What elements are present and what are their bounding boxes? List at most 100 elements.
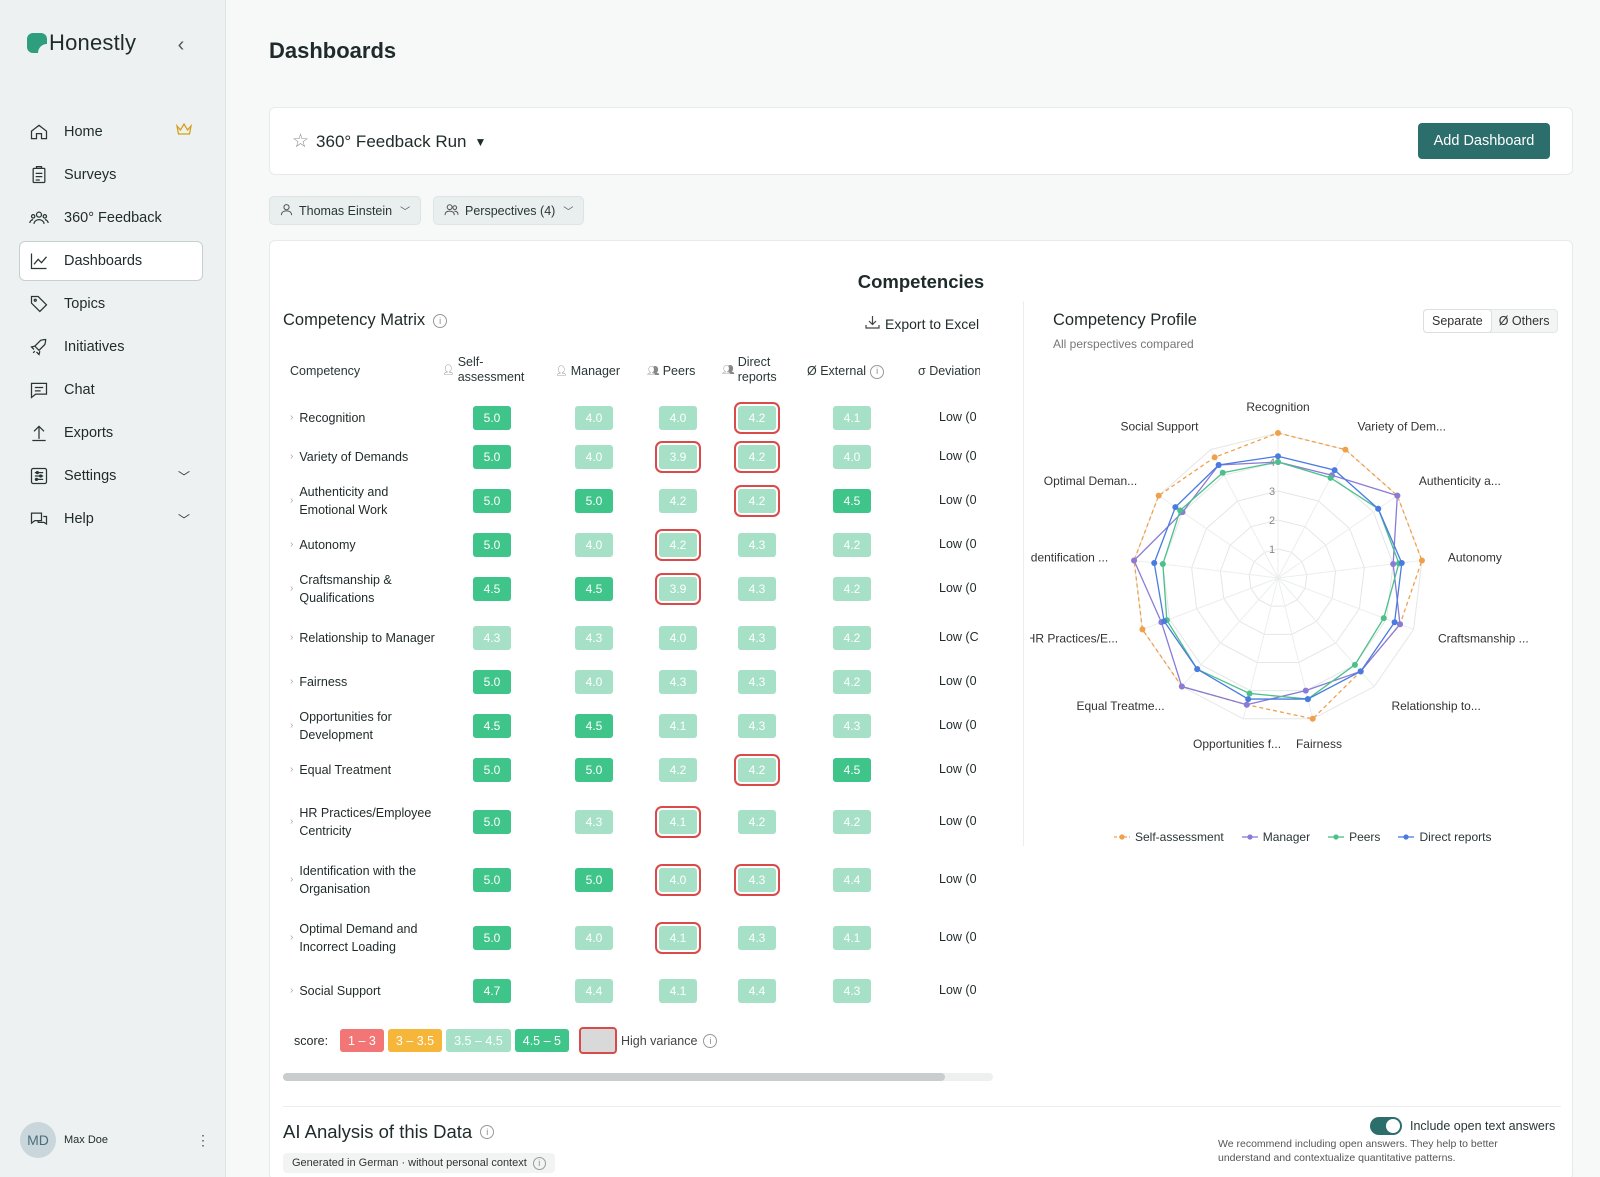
score-cell-direct[interactable]: 4.3 [738, 577, 776, 601]
score-cell-external[interactable]: 4.3 [833, 979, 871, 1003]
score-cell-self[interactable]: 5.0 [473, 926, 511, 950]
score-cell-self[interactable]: 5.0 [473, 533, 511, 557]
competency-row-label[interactable]: › Variety of Demands [290, 435, 440, 479]
competency-row-label[interactable]: › Authenticity and Emotional Work [290, 479, 440, 523]
add-dashboard-button[interactable]: Add Dashboard [1418, 123, 1550, 159]
score-cell-direct[interactable]: 4.2 [738, 810, 776, 834]
score-cell-external[interactable]: 4.2 [833, 810, 871, 834]
info-icon[interactable]: i [480, 1125, 495, 1139]
score-cell-external[interactable]: 4.2 [833, 670, 871, 694]
score-cell-self[interactable]: 5.0 [473, 406, 511, 430]
score-cell-peers[interactable]: 4.0 [659, 626, 697, 650]
sidebar-item-360-feedback[interactable]: 360° Feedback [19, 198, 203, 238]
score-cell-manager[interactable]: 4.0 [575, 406, 613, 430]
score-cell-self[interactable]: 4.5 [473, 714, 511, 738]
competency-row-label[interactable]: › Equal Treatment [290, 748, 440, 792]
col-header-self[interactable]: 👤︎ Self- assessment [442, 355, 524, 385]
competency-row-label[interactable]: › Opportunities for Development [290, 704, 440, 748]
score-cell-manager[interactable]: 4.3 [575, 810, 613, 834]
person-filter[interactable]: Thomas Einstein ﹀ [269, 196, 422, 225]
horizontal-scrollbar[interactable] [283, 1073, 993, 1081]
score-cell-direct[interactable]: 4.3 [738, 714, 776, 738]
collapse-sidebar-icon[interactable]: ‹ [177, 33, 185, 56]
competency-row-label[interactable]: › Identification with the Organisation [290, 858, 440, 902]
score-cell-peers[interactable]: 4.3 [659, 670, 697, 694]
score-cell-external[interactable]: 4.5 [833, 758, 871, 782]
score-cell-manager[interactable]: 5.0 [575, 868, 613, 892]
score-cell-direct[interactable]: 4.2 [738, 406, 776, 430]
info-icon[interactable]: i [703, 1033, 718, 1048]
score-cell-manager[interactable]: 4.0 [575, 670, 613, 694]
info-icon[interactable]: i [532, 1156, 546, 1170]
score-cell-peers[interactable]: 4.1 [659, 926, 697, 950]
score-cell-manager[interactable]: 4.3 [575, 626, 613, 650]
col-header-peers[interactable]: 👥︎ Peers [647, 364, 695, 379]
sidebar-item-home[interactable]: Home [19, 112, 203, 152]
score-cell-peers[interactable]: 4.0 [659, 868, 697, 892]
score-cell-external[interactable]: 4.2 [833, 533, 871, 557]
dashboard-dropdown[interactable]: ☆ 360° Feedback Run ▼ [292, 130, 486, 153]
competency-row-label[interactable]: › Autonomy [290, 523, 440, 567]
score-cell-peers[interactable]: 4.1 [659, 810, 697, 834]
score-cell-self[interactable]: 4.3 [473, 626, 511, 650]
score-cell-manager[interactable]: 5.0 [575, 489, 613, 513]
score-cell-peers[interactable]: 4.2 [659, 489, 697, 513]
toggle-others[interactable]: Ø Others [1498, 314, 1550, 328]
competency-row-label[interactable]: › Fairness [290, 660, 440, 704]
perspectives-filter[interactable]: Perspectives (4) ﹀ [433, 196, 585, 225]
competency-row-label[interactable]: › HR Practices/Employee Centricity [290, 800, 440, 844]
score-cell-manager[interactable]: 4.5 [575, 714, 613, 738]
score-cell-direct[interactable]: 4.2 [738, 758, 776, 782]
legend-item[interactable]: Self-assessment [1114, 830, 1224, 844]
score-cell-peers[interactable]: 3.9 [659, 577, 697, 601]
score-cell-self[interactable]: 5.0 [473, 868, 511, 892]
score-cell-external[interactable]: 4.1 [833, 926, 871, 950]
score-cell-self[interactable]: 5.0 [473, 758, 511, 782]
score-cell-direct[interactable]: 4.3 [738, 626, 776, 650]
more-menu-icon[interactable]: ⋮ [196, 1132, 210, 1148]
competency-row-label[interactable]: › Optimal Demand and Incorrect Loading [290, 916, 440, 960]
score-cell-external[interactable]: 4.3 [833, 714, 871, 738]
competency-row-label[interactable]: › Craftsmanship & Qualifications [290, 567, 440, 611]
legend-item[interactable]: Peers [1328, 830, 1380, 844]
sidebar-item-surveys[interactable]: Surveys [19, 155, 203, 195]
info-icon[interactable]: i [870, 364, 885, 379]
score-cell-direct[interactable]: 4.3 [738, 868, 776, 892]
app-logo[interactable]: Honestly [27, 30, 136, 56]
score-cell-self[interactable]: 4.7 [473, 979, 511, 1003]
info-icon[interactable]: i [433, 313, 448, 328]
sidebar-item-exports[interactable]: Exports [19, 413, 203, 453]
score-cell-direct[interactable]: 4.4 [738, 979, 776, 1003]
score-cell-manager[interactable]: 4.4 [575, 979, 613, 1003]
sidebar-item-topics[interactable]: Topics [19, 284, 203, 324]
sidebar-item-chat[interactable]: Chat [19, 370, 203, 410]
score-cell-direct[interactable]: 4.3 [738, 670, 776, 694]
star-icon[interactable]: ☆ [292, 131, 310, 152]
toggle-separate[interactable]: Separate [1424, 310, 1491, 332]
score-cell-external[interactable]: 4.4 [833, 868, 871, 892]
score-cell-self[interactable]: 5.0 [473, 670, 511, 694]
score-cell-external[interactable]: 4.1 [833, 406, 871, 430]
legend-item[interactable]: Direct reports [1398, 830, 1491, 844]
score-cell-direct[interactable]: 4.2 [738, 445, 776, 469]
score-cell-self[interactable]: 5.0 [473, 445, 511, 469]
score-cell-external[interactable]: 4.0 [833, 445, 871, 469]
score-cell-self[interactable]: 5.0 [473, 489, 511, 513]
col-header-direct[interactable]: 👥︎ Direct reports [722, 355, 777, 385]
score-cell-self[interactable]: 4.5 [473, 577, 511, 601]
score-cell-self[interactable]: 5.0 [473, 810, 511, 834]
score-cell-manager[interactable]: 4.0 [575, 926, 613, 950]
score-cell-direct[interactable]: 4.2 [738, 489, 776, 513]
col-header-manager[interactable]: 👤︎ Manager [555, 364, 620, 379]
col-header-external[interactable]: Ø External i [807, 364, 885, 379]
score-cell-manager[interactable]: 4.0 [575, 533, 613, 557]
score-cell-external[interactable]: 4.2 [833, 626, 871, 650]
score-cell-external[interactable]: 4.5 [833, 489, 871, 513]
score-cell-peers[interactable]: 4.2 [659, 758, 697, 782]
score-cell-peers[interactable]: 4.1 [659, 714, 697, 738]
legend-item[interactable]: Manager [1241, 830, 1310, 844]
score-cell-manager[interactable]: 5.0 [575, 758, 613, 782]
score-cell-manager[interactable]: 4.0 [575, 445, 613, 469]
competency-row-label[interactable]: › Relationship to Manager [290, 616, 440, 660]
scrollbar-thumb[interactable] [283, 1073, 945, 1081]
